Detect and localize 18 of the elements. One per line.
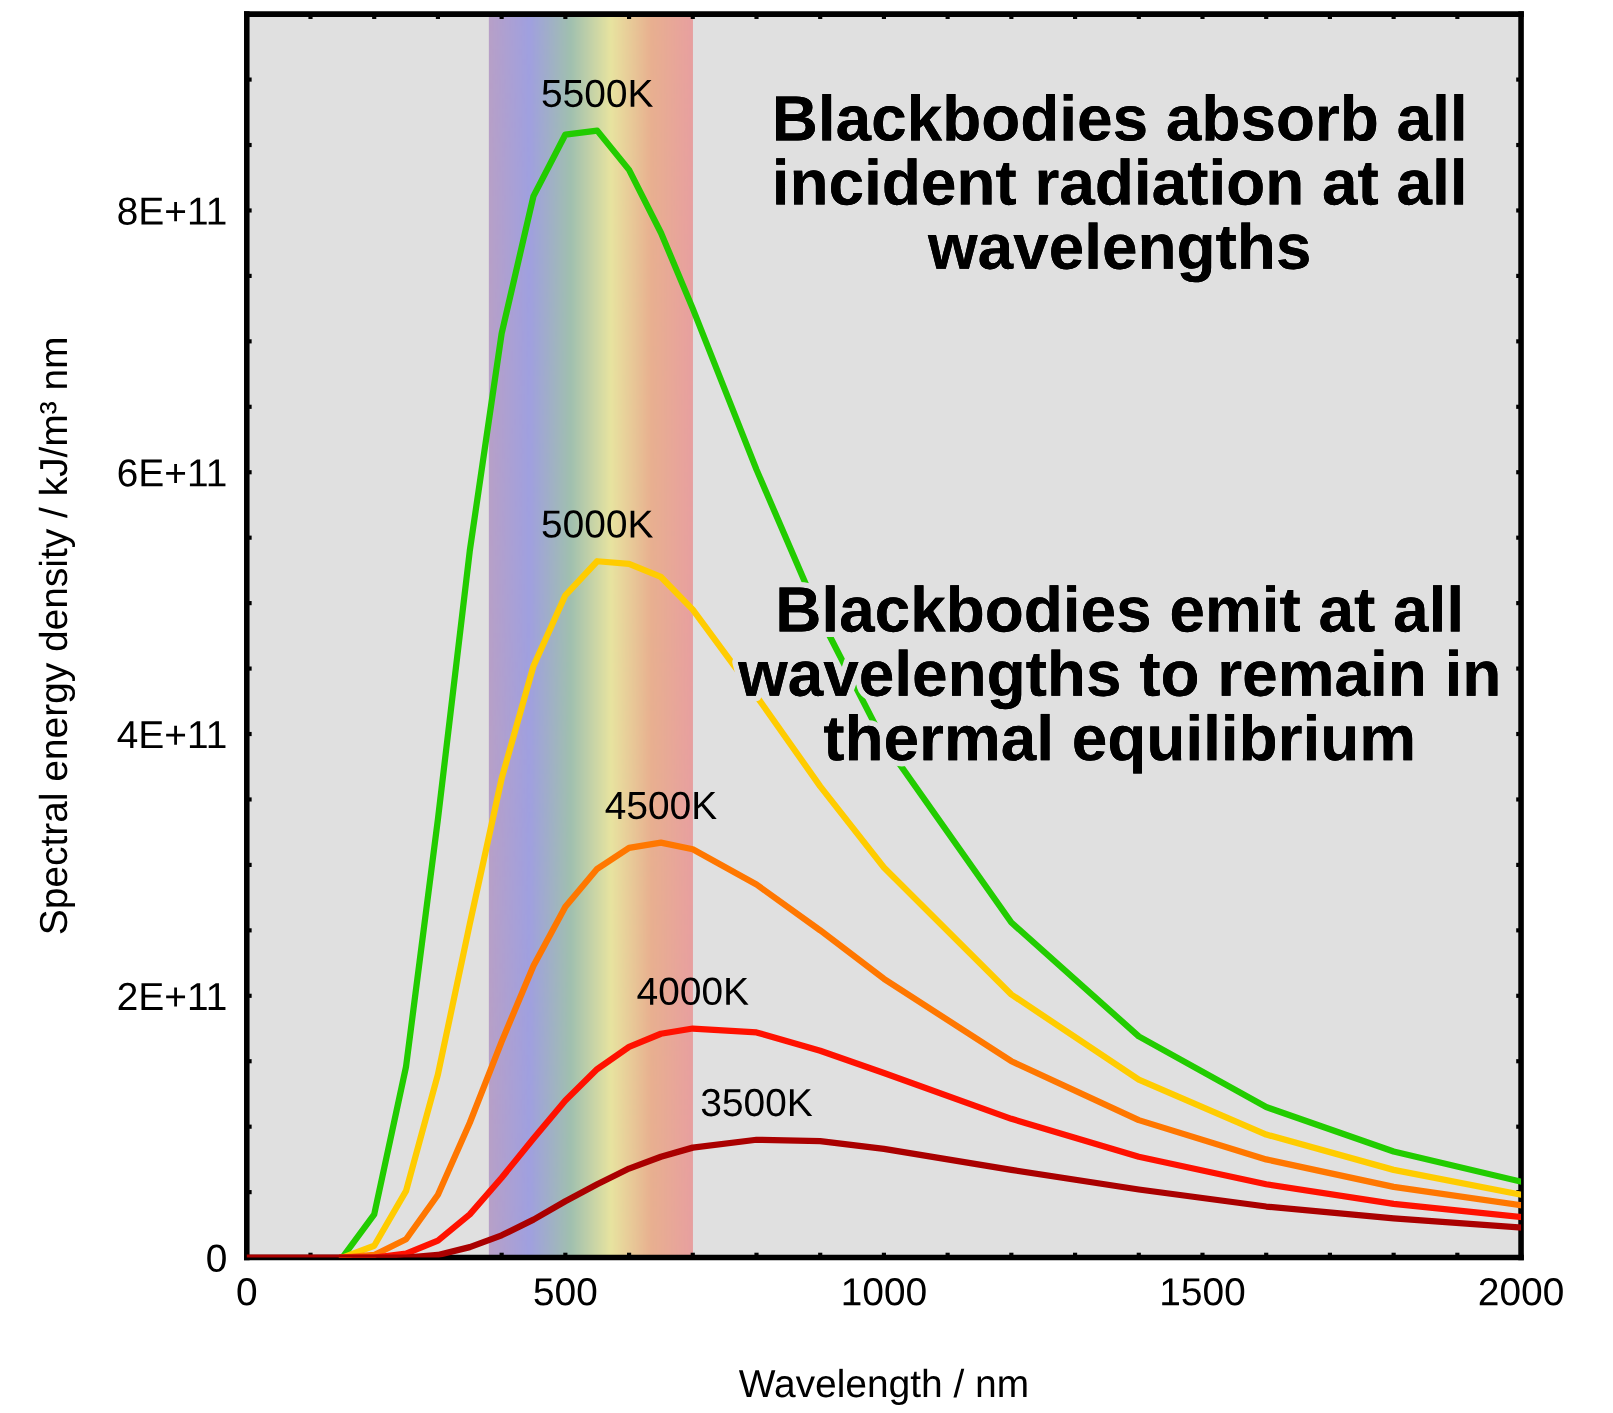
series-label: 5500K [542,79,654,108]
x-tick-label: 1500 [1162,1278,1245,1306]
y-tick-label: 6E+11 [118,459,226,487]
x-tick-label: 1000 [843,1278,926,1306]
x-tick-label: 500 [534,1278,597,1306]
annotation: Blackbodies absorb all incident radiation at all wavelengths [776,94,1464,283]
y-tick-label: 0 [207,1244,226,1273]
x-tick-label: 2000 [1479,1278,1563,1306]
y-tick-label: 8E+11 [118,197,226,225]
x-tick-label: 0 [237,1278,257,1306]
series-label: 5000K [542,510,654,538]
y-tick-label: 4E+11 [117,721,226,749]
y-tick-label: 2E+11 [118,982,226,1010]
series-label: 3500K [701,1088,813,1117]
series-label: 4000K [637,977,749,1006]
y-axis-title: Spectral energy density / kJ/m³ nm [38,339,76,934]
series-label: 4500K [605,791,717,820]
x-axis-title: Wavelength / nm [738,1368,1027,1406]
